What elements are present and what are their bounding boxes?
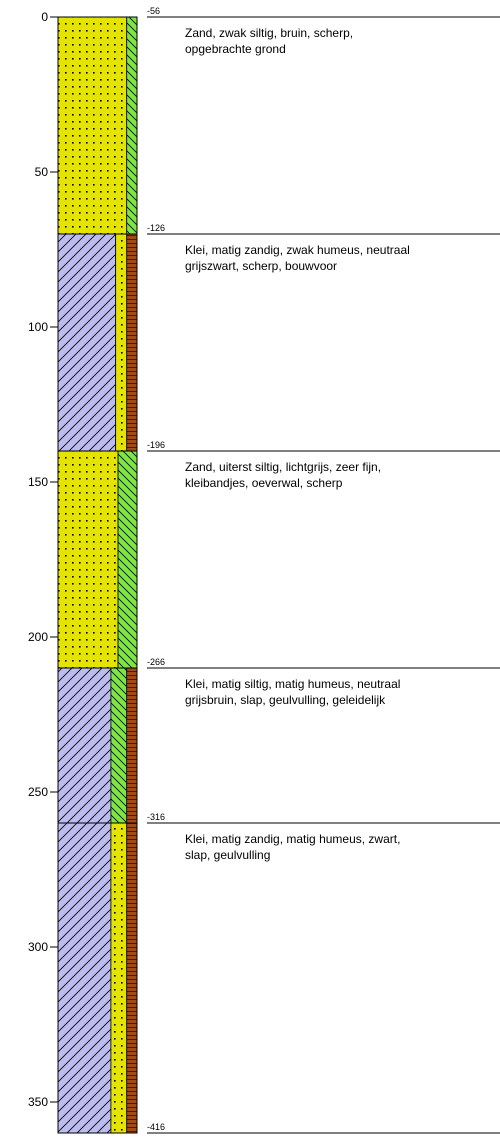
layer-description-line: grijsbruin, slap, geulvulling, geleideli… <box>185 693 386 707</box>
layer-4-clay-column <box>57 667 112 824</box>
layer-1-silt-column <box>126 16 138 235</box>
layer-level-label: -316 <box>147 812 165 822</box>
depth-tick-label: 350 <box>28 1095 48 1109</box>
layer-2-sand-column <box>115 233 128 452</box>
depth-tick-label: 250 <box>28 785 48 799</box>
depth-tick-label: 0 <box>41 10 48 24</box>
layers <box>57 16 138 1134</box>
layer-description-line: Klei, matig zandig, zwak humeus, neutraa… <box>185 243 410 257</box>
bottom-level-label: -416 <box>147 1122 165 1132</box>
layer-level-label: -266 <box>147 657 165 667</box>
layer-level-label: -56 <box>147 6 160 16</box>
depth-tick-label: 300 <box>28 940 48 954</box>
layer-3-sand-column <box>57 450 119 669</box>
layer-description-line: grijszwart, scherp, bouwvoor <box>185 259 337 273</box>
layer-1-sand-column <box>57 16 128 235</box>
depth-axis: 0 50 100 150 200 250 300 350 <box>28 10 59 1133</box>
layer-description-line: opgebrachte grond <box>185 42 286 56</box>
depth-tick-label: 50 <box>35 165 49 179</box>
layer-description-line: kleibandjes, oeverwal, scherp <box>185 476 343 490</box>
depth-tick-label: 150 <box>28 475 48 489</box>
layer-description-line: Klei, matig siltig, matig humeus, neutra… <box>185 677 400 691</box>
depth-tick-label: 100 <box>28 320 48 334</box>
layer-4-silt-column <box>110 667 128 824</box>
layer-5-humus-column <box>126 822 138 1134</box>
layer-5-outline <box>57 822 138 1134</box>
layer-description-line: slap, geulvulling <box>185 848 270 862</box>
layer-description-line: Zand, zwak siltig, bruin, scherp, <box>185 26 353 40</box>
layer-5-sand-column <box>110 822 128 1134</box>
layer-5-clay-column <box>57 822 112 1134</box>
layer-3-silt-column <box>117 450 138 669</box>
depth-tick-label: 200 <box>28 630 48 644</box>
layer-description-line: Klei, matig zandig, matig humeus, zwart, <box>185 832 400 846</box>
layer-level-label: -196 <box>147 440 165 450</box>
layer-2-clay-column <box>57 233 117 452</box>
layer-2-humus-column <box>126 233 138 452</box>
layer-labels: -56 Zand, zwak siltig, bruin, scherp, opge… <box>147 6 500 1134</box>
layer-4-humus-column <box>126 667 138 824</box>
layer-description-line: Zand, uiterst siltig, lichtgrijs, zeer f… <box>185 460 381 474</box>
layer-level-label: -126 <box>147 223 165 233</box>
